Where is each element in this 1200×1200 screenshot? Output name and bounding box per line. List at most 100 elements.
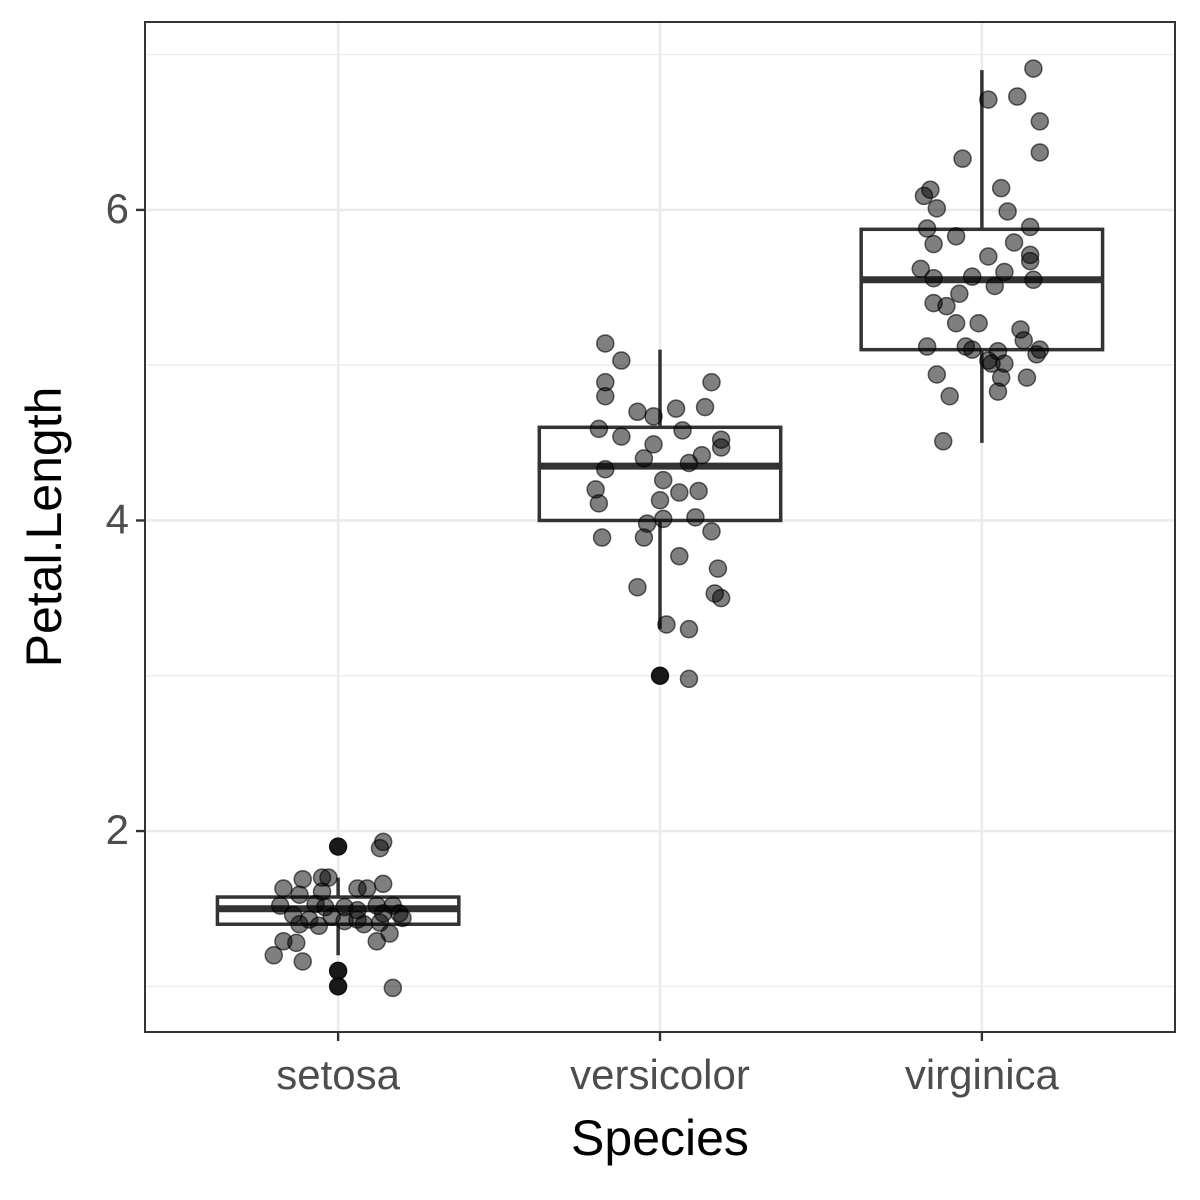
jitter-point	[670, 546, 689, 566]
jitter-point	[679, 669, 699, 689]
jitter-point	[937, 296, 956, 316]
jitter-point	[650, 666, 670, 686]
jitter-point	[914, 186, 934, 206]
jitter-point	[1014, 331, 1033, 350]
jitter-point	[917, 219, 937, 238]
jitter-point	[290, 885, 309, 904]
jitter-point	[293, 869, 312, 889]
jitter-point	[370, 838, 390, 858]
jitter-point	[962, 340, 982, 359]
jitter-point	[1008, 87, 1027, 106]
jitter-point	[679, 453, 699, 473]
jitter-point	[1030, 112, 1050, 131]
jitter-point	[995, 262, 1014, 282]
jitter-point	[953, 149, 972, 168]
x-tick-label: versicolor	[570, 1051, 750, 1098]
jitter-point	[328, 961, 348, 981]
jitter-point	[393, 908, 412, 928]
jitter-point	[695, 397, 715, 417]
jitter-point	[988, 382, 1008, 401]
jitter-point	[383, 978, 403, 998]
jitter-point	[927, 199, 947, 218]
jitter-point	[328, 977, 348, 996]
jitter-point	[357, 879, 377, 898]
y-axis-title: Petal.Length	[16, 387, 72, 668]
jitter-point	[962, 267, 982, 286]
y-tick-label: 4	[106, 496, 129, 543]
jitter-point	[290, 914, 309, 934]
jitter-point	[628, 402, 647, 422]
jitter-point	[946, 227, 966, 246]
jitter-point	[702, 373, 721, 392]
jitter-point	[708, 559, 728, 578]
jitter-point	[596, 459, 615, 479]
jitter-point	[328, 837, 348, 856]
jitter-point	[982, 354, 1001, 373]
panel-border	[144, 21, 1176, 1033]
jitter-point	[985, 276, 1004, 296]
jitter-point	[979, 247, 998, 266]
jitter-point	[946, 314, 966, 333]
jitter-point	[367, 932, 386, 951]
jitter-point	[653, 470, 673, 490]
jitter-point	[354, 914, 374, 934]
jitter-point	[270, 896, 290, 915]
jitter-point	[589, 494, 609, 513]
jitter-point	[589, 419, 609, 439]
jitter-point	[612, 427, 631, 446]
jitter-point	[924, 234, 943, 254]
jitter-point	[702, 522, 721, 541]
jitter-point	[596, 334, 615, 353]
jitter-point	[264, 946, 283, 965]
jitter-point	[1027, 345, 1046, 364]
jitter-point	[670, 483, 689, 502]
jitter-point	[1024, 59, 1043, 78]
jitter-point	[293, 952, 312, 971]
jitter-point	[950, 284, 969, 304]
jitter-point	[1017, 368, 1037, 387]
jitter-point	[927, 365, 947, 384]
jitter-point	[335, 911, 354, 931]
jitter-point	[673, 421, 692, 440]
jitter-point	[1024, 270, 1043, 290]
jitter-point	[689, 481, 708, 501]
jitter-point	[940, 386, 959, 406]
jitter-point	[650, 491, 670, 510]
jitter-point	[653, 509, 673, 529]
y-tick-label: 6	[106, 185, 129, 232]
x-tick-label: setosa	[276, 1051, 400, 1098]
jitter-point	[911, 259, 930, 279]
jitter-point	[274, 879, 293, 898]
jitter-point	[969, 314, 988, 333]
jitter-point	[657, 615, 676, 634]
jitter-point	[979, 90, 998, 109]
jitter-point	[644, 435, 663, 454]
jitter-point	[592, 528, 612, 547]
jitter-point	[373, 874, 393, 894]
jitter-point	[634, 528, 654, 547]
y-tick-label: 2	[106, 806, 129, 853]
jitter-point	[679, 619, 699, 639]
x-tick-label: virginica	[905, 1051, 1060, 1098]
jitter-point	[686, 508, 705, 527]
jitter-point	[711, 438, 731, 457]
jitter-point	[1030, 143, 1050, 162]
jitter-point	[924, 268, 943, 288]
jitter-point	[644, 407, 663, 426]
jitter-point	[628, 578, 647, 597]
jitter-point	[1020, 251, 1040, 271]
jitter-point	[917, 337, 937, 356]
jitter-point	[934, 432, 953, 451]
jitter-point	[634, 449, 654, 468]
jitter-point	[309, 916, 329, 936]
jitter-point	[1020, 217, 1040, 237]
jitter-point	[991, 178, 1011, 198]
jitter-point	[287, 933, 306, 953]
jitter-point	[596, 386, 615, 406]
jitter-point	[612, 351, 631, 370]
jitter-point	[1004, 233, 1024, 252]
x-axis-title: Species	[571, 1110, 749, 1166]
jitter-point	[711, 588, 731, 608]
